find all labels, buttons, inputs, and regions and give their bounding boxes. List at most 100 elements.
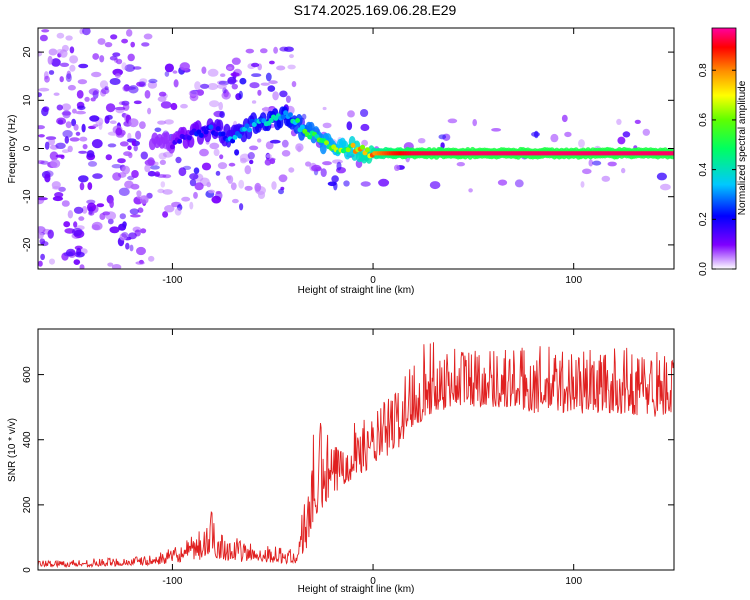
spectrogram-blob — [39, 34, 48, 42]
spectrogram-blob — [230, 182, 237, 191]
spectrogram-blob — [301, 113, 307, 120]
spectrogram-blob — [122, 221, 127, 228]
spectrogram-blob — [178, 167, 187, 177]
spectrogram-blob — [107, 262, 114, 267]
ridge-core — [232, 134, 238, 140]
spectrogram-blob — [175, 156, 182, 164]
spectrogram-blob — [38, 87, 50, 92]
spectrogram-blob — [49, 258, 55, 265]
colorbar-tick-label: 0.4 — [698, 162, 709, 176]
x-tick-label: -100 — [162, 275, 182, 286]
spectrogram-blob — [456, 162, 465, 167]
snr-frame — [37, 328, 675, 571]
spectrogram-blob — [194, 81, 201, 91]
colorbar-tick-label: 0.0 — [698, 262, 709, 276]
spectrogram-blob — [61, 111, 72, 116]
spectrogram-marks — [38, 28, 674, 269]
spectrogram-blob — [124, 64, 136, 72]
spectrogram-blob — [38, 226, 46, 234]
spectrogram-blob — [244, 185, 253, 191]
spectrogram-blob — [114, 106, 126, 111]
spectrogram-blob — [147, 107, 152, 115]
spectrogram-blob — [232, 198, 239, 204]
x-tick-label: 0 — [370, 576, 376, 587]
spectrogram-blob — [114, 58, 119, 63]
spectrogram-blob — [54, 192, 64, 198]
spectrogram-blob — [280, 186, 285, 191]
spectrogram-blob — [63, 251, 74, 257]
spectrogram-blob — [201, 162, 212, 171]
spectrogram-blob — [137, 207, 144, 213]
spectrogram-blob — [336, 161, 342, 171]
spectrogram-blob — [75, 131, 81, 136]
spectrogram-blob — [62, 109, 71, 119]
spectrogram-blob — [134, 229, 141, 237]
spectrogram-blob — [140, 151, 148, 160]
spectrogram-blob — [87, 161, 98, 167]
spectrogram-blob — [78, 175, 89, 183]
spectrogram-blob — [75, 110, 86, 115]
spectrogram-blob — [311, 164, 322, 172]
spectrogram-blob — [73, 206, 84, 214]
ridge-core — [186, 135, 192, 141]
spectrogram-blob — [45, 136, 57, 141]
spectrogram-blob — [207, 83, 219, 90]
spectrogram-blob — [92, 90, 99, 99]
spectrogram-blob — [48, 48, 58, 56]
spectrogram-blob — [107, 218, 114, 225]
spectrogram-blob — [289, 54, 294, 59]
spectrogram-blob — [260, 48, 268, 54]
ridge-core — [177, 138, 183, 144]
spectrogram-blob — [550, 133, 559, 143]
spectrogram-blob — [65, 73, 72, 82]
spectrogram-blob — [193, 191, 198, 199]
spectrogram-blob — [96, 203, 105, 208]
spectrogram-blob — [87, 182, 93, 191]
spectrogram-blob — [133, 144, 138, 152]
spectrogram-blob — [233, 68, 243, 77]
spectrogram-blob — [230, 72, 240, 77]
spectrogram-blob — [78, 150, 87, 154]
colorbar: 0.0 0.2 0.4 0.6 0.8 Normalized spectral ampl… — [698, 27, 748, 276]
spectrogram-blob — [181, 196, 191, 202]
snr-panel: -100 0 100 0 200 400 600 Height of straight l… — [7, 328, 675, 595]
spectrogram-blob — [208, 189, 215, 194]
spectrogram-blob — [78, 63, 89, 69]
spectrogram-blob — [249, 159, 254, 165]
spectrogram-blob — [104, 115, 110, 124]
spectrogram-blob — [251, 73, 262, 77]
spectrogram-blob — [116, 58, 123, 65]
spectrogram-blob — [189, 201, 194, 210]
snr-series-line — [38, 342, 674, 569]
spectrogram-blob — [128, 152, 133, 159]
spectrogram-blob — [76, 90, 84, 99]
spectrogram-blob — [217, 162, 228, 170]
spectrogram-blob — [271, 181, 277, 190]
spectrogram-blob — [86, 150, 95, 158]
spectrogram-blob — [564, 131, 572, 138]
ridge-core — [364, 147, 370, 153]
spectrogram-blob — [65, 35, 73, 41]
spectrogram-blob — [69, 137, 80, 142]
spectrogram-blob — [251, 62, 260, 68]
x-tick-label: -100 — [162, 576, 182, 587]
spectrogram-blob — [91, 71, 102, 78]
x-tick-label: 100 — [565, 576, 582, 587]
spectrogram-blob — [118, 187, 130, 196]
spectrogram-blob — [90, 97, 96, 102]
ridge-core — [283, 110, 289, 116]
ridge-core — [169, 144, 175, 150]
spectrogram-blob — [38, 197, 45, 205]
spectrogram-blob — [617, 136, 626, 145]
spectrogram-blob — [92, 124, 99, 128]
spectrogram-blob — [238, 179, 245, 189]
spectrogram-blob — [42, 106, 50, 112]
spectrogram-blob — [360, 181, 371, 187]
spectrogram-blob — [138, 81, 147, 88]
spectrogram-blob — [621, 167, 626, 174]
spectrogram-blob — [491, 128, 502, 132]
snr-marks — [38, 342, 674, 569]
spectrogram-blob — [582, 168, 592, 175]
spectrogram-blob — [164, 63, 174, 73]
spectrogram-blob — [69, 64, 76, 72]
